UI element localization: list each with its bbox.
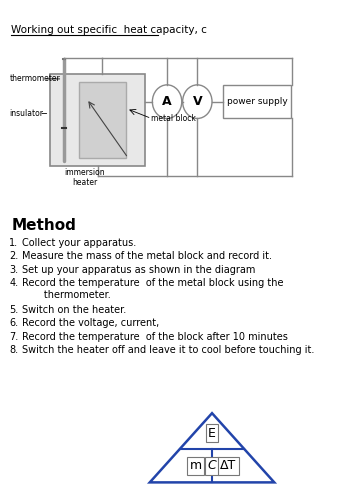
Text: Set up your apparatus as shown in the diagram: Set up your apparatus as shown in the di… <box>22 265 255 275</box>
Text: Switch on the heater.: Switch on the heater. <box>22 305 126 315</box>
Text: m: m <box>190 460 202 472</box>
Polygon shape <box>150 413 274 482</box>
Text: A: A <box>162 95 172 108</box>
Text: 7.: 7. <box>9 332 18 342</box>
Text: 5.: 5. <box>9 305 18 315</box>
Text: 8.: 8. <box>9 345 18 355</box>
Bar <box>79 82 126 158</box>
Text: 2.: 2. <box>9 252 18 262</box>
Text: 6.: 6. <box>9 318 18 328</box>
Text: Measure the mass of the metal block and record it.: Measure the mass of the metal block and … <box>22 252 272 262</box>
Text: metal block: metal block <box>152 114 197 123</box>
Text: Record the voltage, current,: Record the voltage, current, <box>22 318 159 328</box>
Text: ΔT: ΔT <box>220 460 236 472</box>
Text: C: C <box>208 460 216 472</box>
Text: 4.: 4. <box>9 278 18 288</box>
Text: Collect your apparatus.: Collect your apparatus. <box>22 238 136 248</box>
Text: insulator: insulator <box>10 109 44 118</box>
Circle shape <box>152 85 182 118</box>
Text: Method: Method <box>11 218 76 234</box>
Text: Record the temperature  of the block after 10 minutes: Record the temperature of the block afte… <box>22 332 288 342</box>
Circle shape <box>183 85 212 118</box>
Text: E: E <box>208 426 216 440</box>
Text: 1.: 1. <box>9 238 18 248</box>
Text: 3.: 3. <box>9 265 18 275</box>
Text: Working out specific  heat capacity, c: Working out specific heat capacity, c <box>11 24 207 34</box>
Text: Switch the heater off and leave it to cool before touching it.: Switch the heater off and leave it to co… <box>22 345 314 355</box>
Text: immersion
heater: immersion heater <box>65 168 105 188</box>
Bar <box>50 74 145 166</box>
Text: power supply: power supply <box>227 97 288 106</box>
Text: V: V <box>192 95 202 108</box>
Text: thermometer: thermometer <box>10 74 61 84</box>
Text: Record the temperature  of the metal block using the
       thermometer.: Record the temperature of the metal bloc… <box>22 278 283 300</box>
Bar <box>223 85 291 118</box>
